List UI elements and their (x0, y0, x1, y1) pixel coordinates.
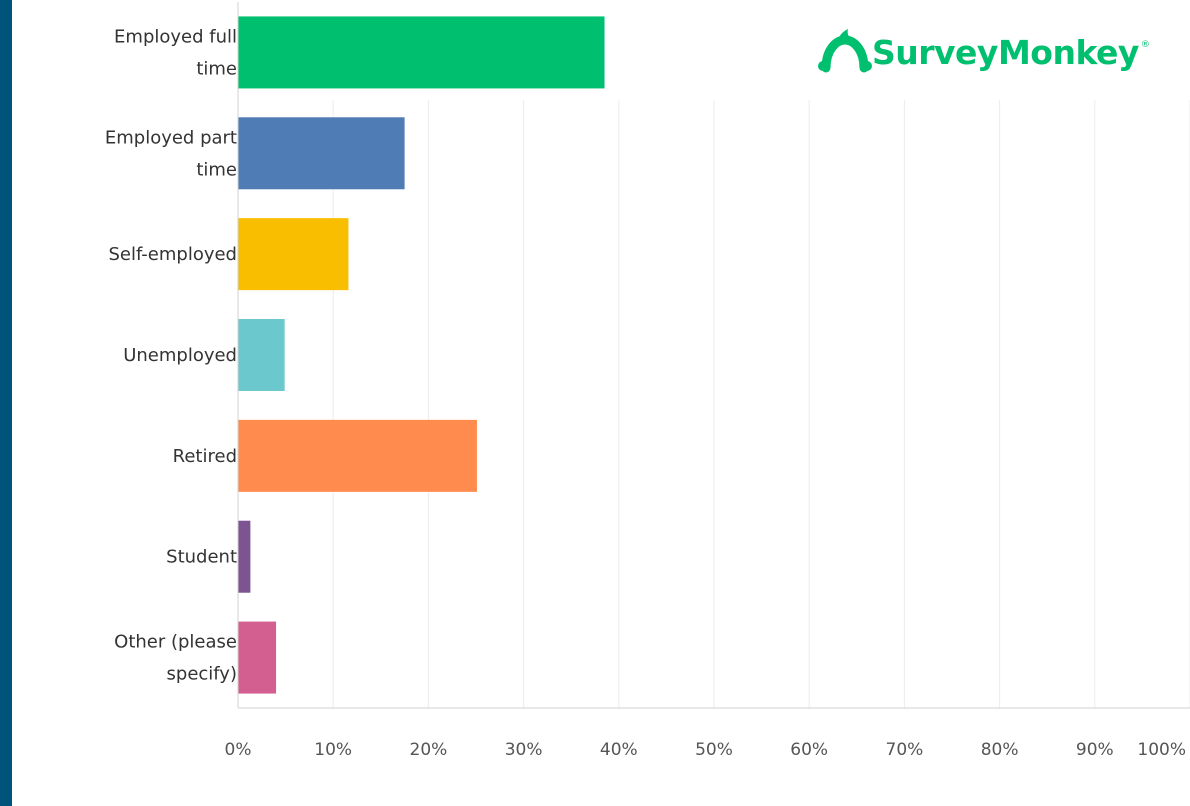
bars (238, 16, 605, 694)
x-tick-label: 0% (225, 740, 252, 760)
category-label: Retired (173, 446, 237, 467)
registered-mark: ® (1140, 40, 1150, 50)
category-label: specify) (167, 664, 237, 685)
bar (238, 117, 405, 190)
bar (238, 419, 477, 492)
chart-panel: Employed full time Employed part time Self-e… (12, 0, 1190, 806)
x-tick-label: 40% (600, 740, 638, 760)
monkey-logo-icon (818, 29, 872, 73)
x-tick-label: 70% (886, 740, 924, 760)
x-tick-label: 80% (981, 740, 1019, 760)
bar (238, 16, 605, 89)
x-tick-label: 20% (410, 740, 448, 760)
category-label: Other (please (114, 632, 237, 653)
x-tick-labels: 0% 10% 20% 30% 40% 50% 60% 70% 80% 90% 100% (225, 740, 1186, 760)
x-tick-label: 10% (314, 740, 352, 760)
category-label: Self-employed (108, 244, 237, 265)
brand-name: SurveyMonkey (872, 32, 1139, 72)
category-label: time (196, 159, 237, 180)
x-tick-label: 100% (1137, 740, 1186, 760)
category-label: Student (166, 547, 237, 568)
x-tick-label: 60% (790, 740, 828, 760)
bar (238, 621, 277, 694)
x-tick-label: 90% (1076, 740, 1114, 760)
gridlines (332, 100, 1190, 708)
bar-chart: Employed full time Employed part time Self-e… (105, 2, 1190, 760)
category-label: Employed full (114, 26, 237, 47)
x-tick-label: 50% (695, 740, 733, 760)
category-labels: Employed full time Employed part time Self-e… (105, 26, 237, 684)
category-label: Employed part (105, 127, 237, 148)
category-label: Unemployed (123, 345, 237, 366)
x-tick-label: 30% (505, 740, 543, 760)
bar (238, 218, 349, 291)
surveymonkey-logo: SurveyMonkey ® (818, 26, 1150, 78)
bar (238, 520, 251, 593)
bar (238, 319, 285, 391)
category-label: time (196, 58, 237, 79)
